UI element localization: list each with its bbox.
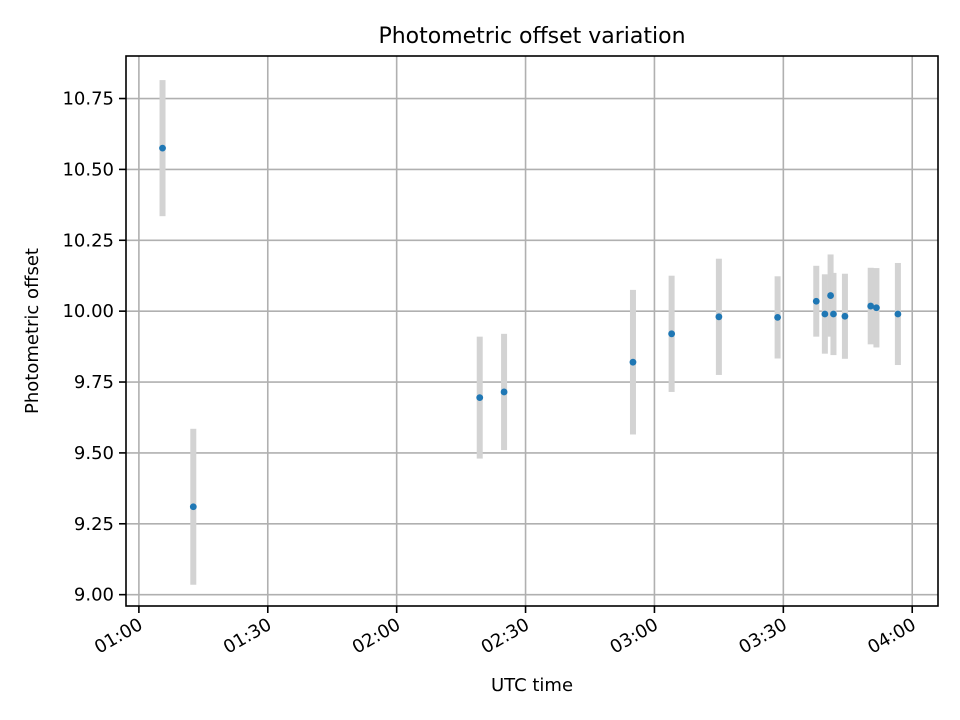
y-tick-label: 9.75 — [74, 372, 114, 393]
data-point — [715, 313, 723, 321]
data-point — [821, 310, 829, 318]
data-point — [867, 302, 875, 310]
grid — [126, 56, 938, 606]
data-point — [841, 312, 849, 320]
y-axis: 9.00 9.25 9.50 9.75 10.00 10.25 10.50 10.75 — [62, 89, 126, 606]
data-point — [827, 292, 834, 299]
data-point — [894, 310, 902, 318]
data-point — [873, 304, 880, 312]
data-point — [159, 144, 166, 152]
y-tick-label: 9.00 — [74, 585, 114, 606]
x-axis-title: UTC time — [491, 675, 573, 696]
data-point — [500, 388, 508, 396]
data-point — [812, 297, 820, 305]
data-point — [830, 310, 837, 318]
y-axis-title: Photometric offset — [22, 248, 43, 414]
data-point — [629, 358, 637, 366]
data-point — [668, 330, 676, 338]
data-points — [159, 144, 902, 511]
data-point — [189, 503, 197, 511]
chart-title: Photometric offset variation — [378, 24, 685, 49]
y-tick-label: 10.50 — [62, 159, 114, 180]
data-point — [774, 313, 782, 321]
y-tick-label: 10.00 — [62, 301, 114, 322]
plot-frame — [125, 55, 939, 607]
y-tick-label: 10.75 — [62, 89, 114, 110]
data-point — [476, 394, 484, 402]
y-tick-label: 10.25 — [62, 230, 114, 251]
y-tick-label: 9.50 — [74, 443, 114, 464]
y-tick-label: 9.25 — [74, 514, 114, 535]
